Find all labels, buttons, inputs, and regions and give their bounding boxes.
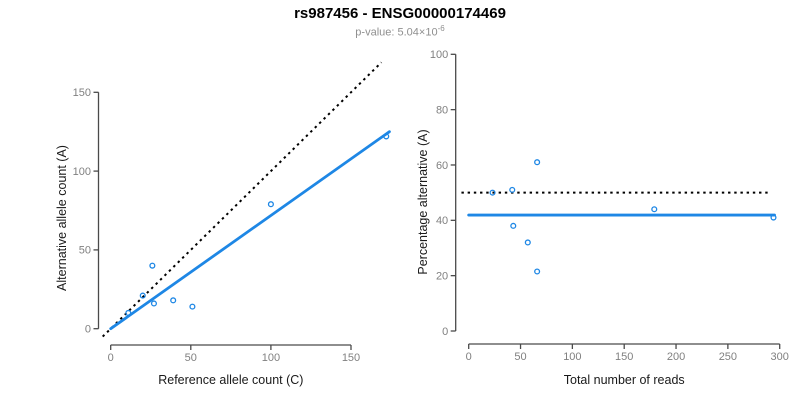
y-axis-title: Percentage alternative (A) [416, 129, 430, 274]
p-value-text: p-value: 5.04×10 [355, 26, 438, 39]
data-point [489, 189, 496, 196]
x-axis: 0 50 100 150 [108, 344, 360, 364]
x-tick-label: 150 [615, 351, 633, 363]
x-tick-label: 200 [667, 351, 685, 363]
left-plot: 0 50 100 150 0 50 100 150 Reference allele count… [55, 61, 391, 387]
y-axis-title: Alternative allele count (A) [55, 145, 69, 291]
y-tick-label: 50 [79, 245, 91, 257]
x-axis-title: Reference allele count (C) [158, 373, 303, 387]
right-plot: 0 20 40 60 80 100 0 50 100 150 200 250 300 Total numb… [416, 49, 789, 387]
data-point [510, 222, 517, 229]
x-tick-label: 300 [771, 351, 789, 363]
data-point [170, 297, 177, 304]
data-points [489, 159, 777, 275]
y-tick-label: 20 [436, 270, 448, 282]
y-tick-label: 0 [85, 324, 91, 336]
y-axis: 0 20 40 60 80 100 [430, 49, 457, 338]
data-point [139, 292, 146, 299]
x-tick-label: 50 [185, 352, 197, 364]
x-tick-label: 150 [342, 352, 360, 364]
x-axis-title: Total number of reads [564, 373, 685, 387]
y-tick-label: 100 [430, 49, 448, 61]
fitted-line [109, 130, 391, 331]
p-value-exponent: -6 [437, 24, 445, 33]
data-point [189, 303, 196, 310]
data-point [149, 262, 156, 269]
y-axis: 0 50 100 150 [73, 87, 100, 336]
x-tick-label: 250 [719, 351, 737, 363]
page-title: rs987456 - ENSG00000174469 [294, 5, 506, 22]
data-point [509, 186, 516, 193]
x-tick-label: 100 [563, 351, 581, 363]
data-point [150, 300, 158, 307]
y-tick-label: 100 [73, 166, 91, 178]
p-value-subtitle: p-value: 5.04×10-6 [0, 24, 800, 39]
x-tick-label: 50 [514, 351, 526, 363]
data-points [125, 133, 390, 316]
data-point [651, 206, 658, 213]
y-tick-label: 0 [442, 326, 448, 338]
y-tick-label: 40 [436, 215, 448, 227]
data-point [534, 268, 541, 275]
y-tick-label: 60 [436, 160, 448, 172]
y-tick-label: 80 [436, 104, 448, 116]
data-point [534, 159, 541, 166]
x-tick-label: 0 [466, 351, 472, 363]
x-tick-label: 100 [262, 352, 280, 364]
data-point [125, 309, 132, 316]
data-point [524, 239, 531, 246]
x-tick-label: 0 [108, 352, 114, 364]
data-point [267, 201, 274, 208]
x-axis: 0 50 100 150 200 250 300 [466, 343, 789, 363]
data-point [770, 214, 777, 221]
data-point [383, 133, 390, 140]
y-tick-label: 150 [73, 87, 91, 99]
